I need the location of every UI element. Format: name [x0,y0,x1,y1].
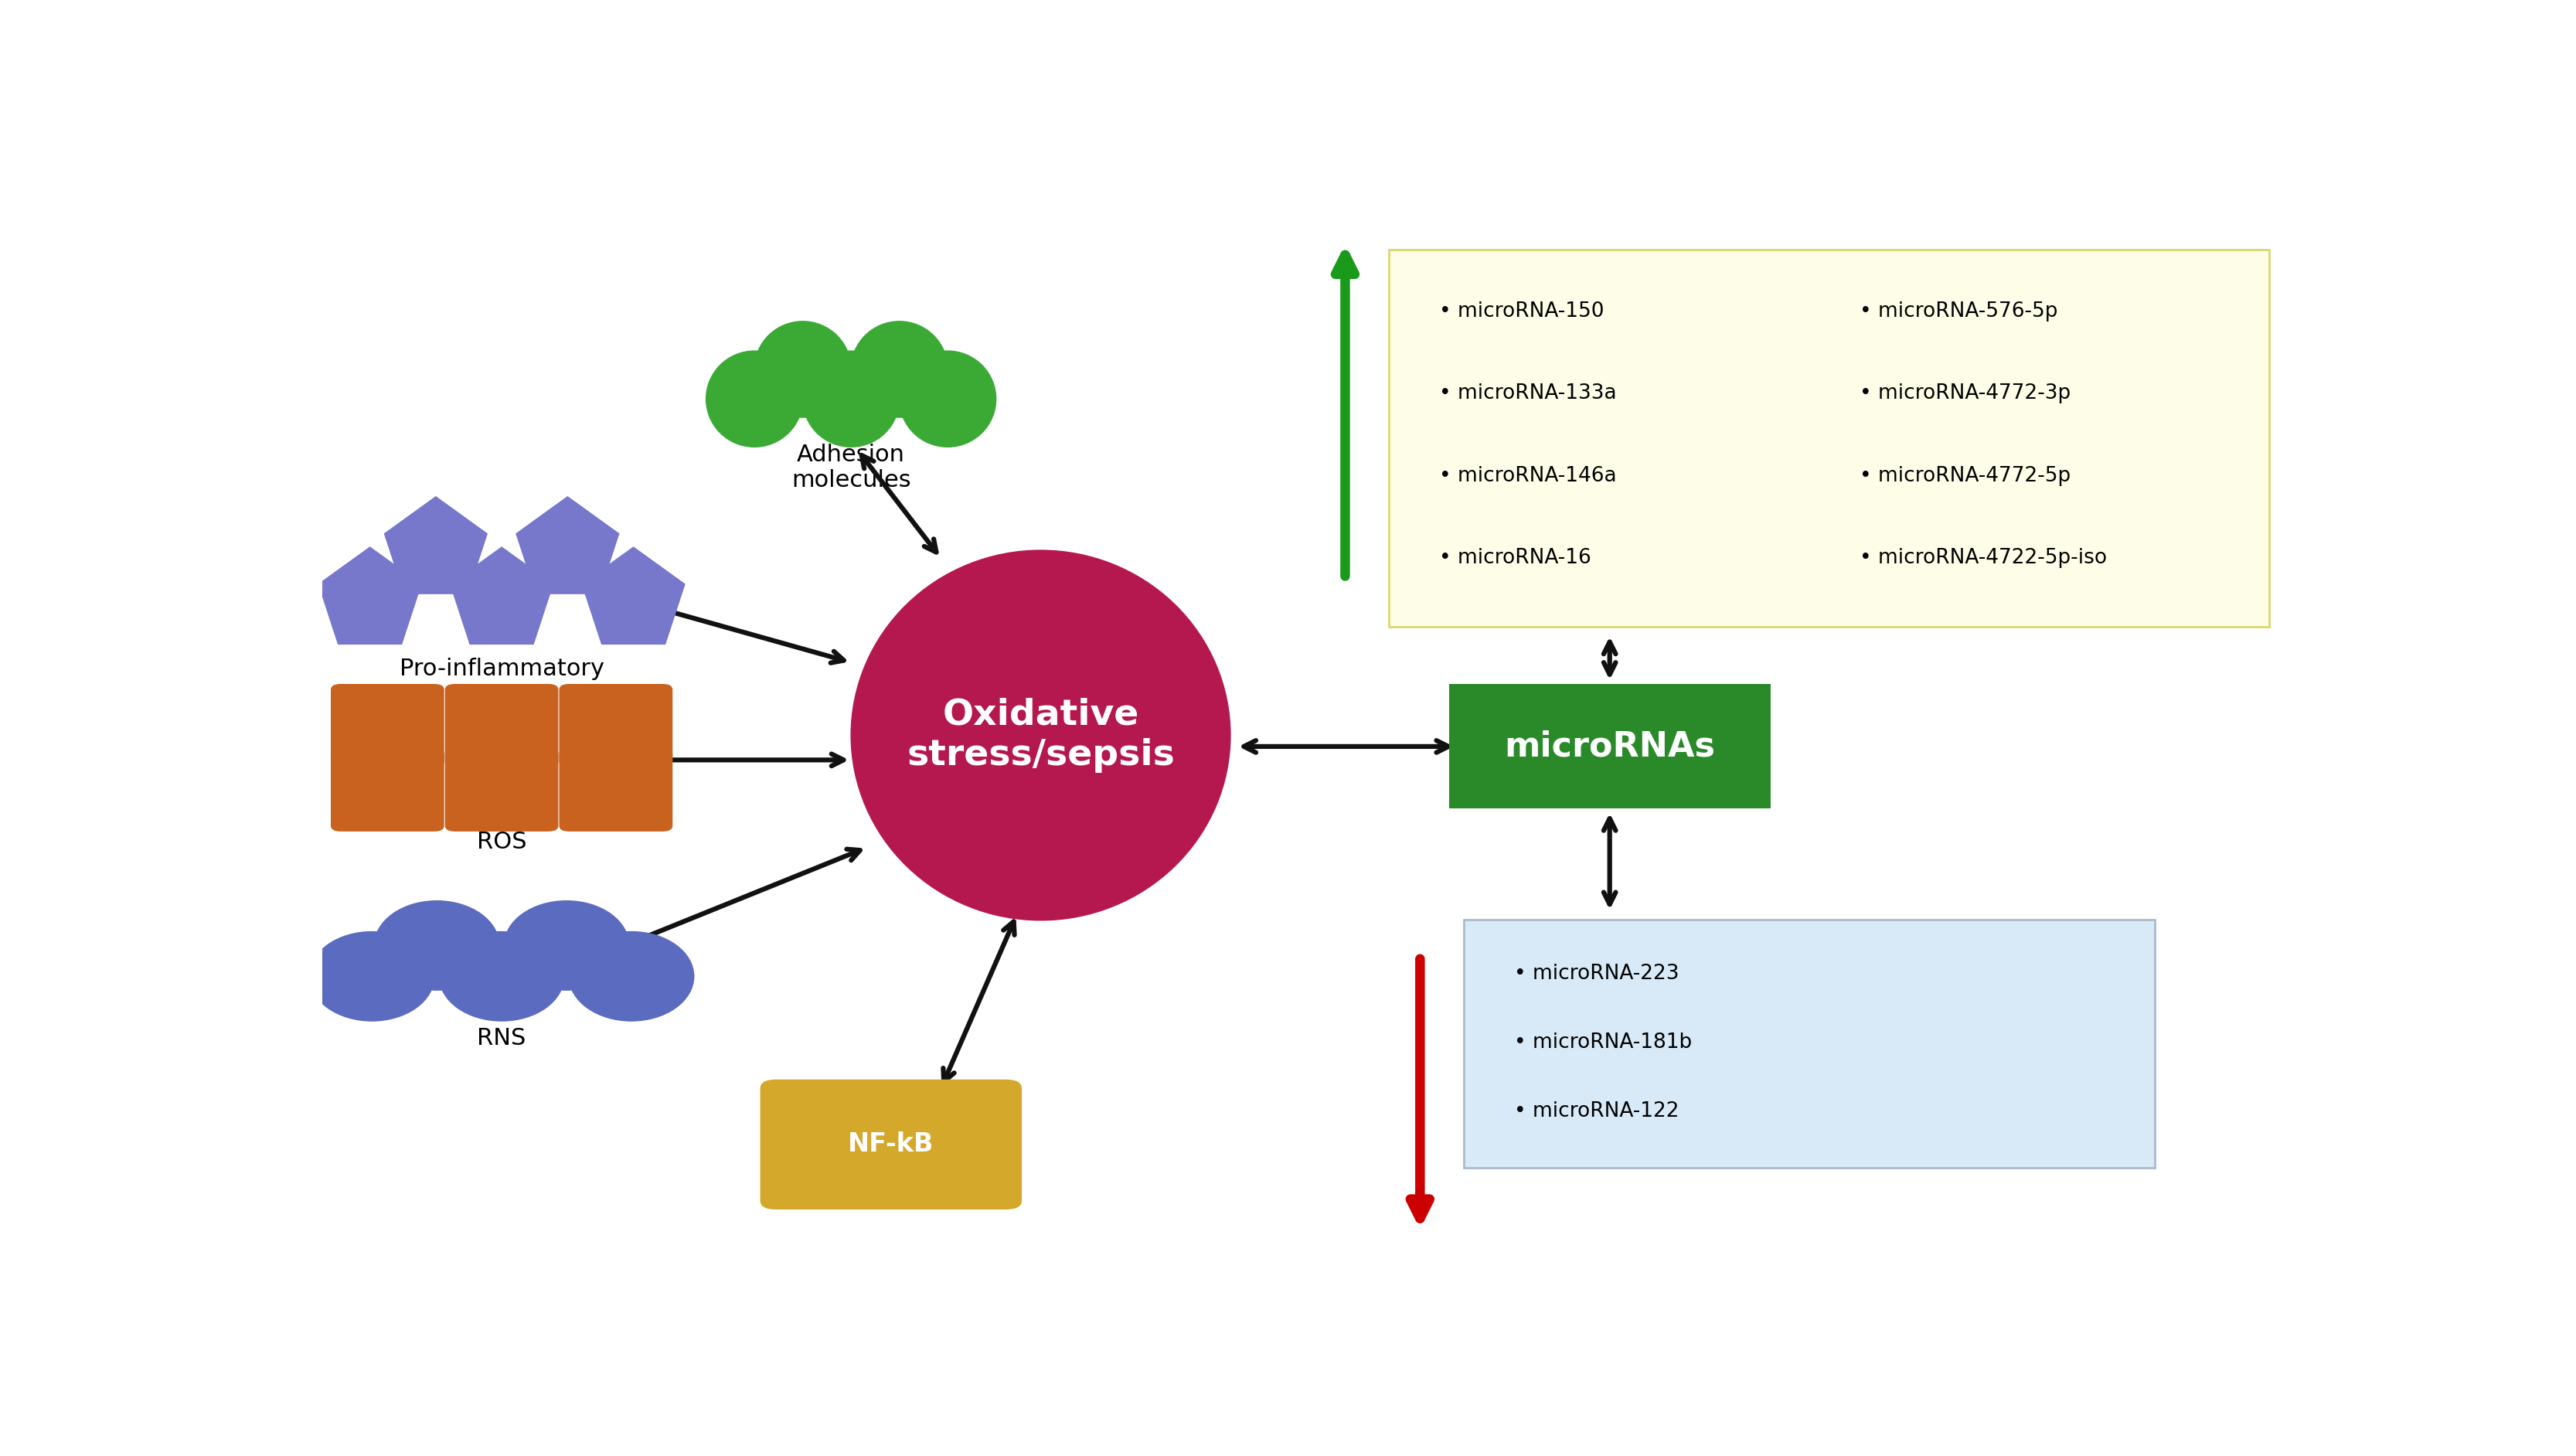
Ellipse shape [755,322,850,418]
Text: • microRNA-4772-5p: • microRNA-4772-5p [1860,466,2071,486]
Polygon shape [451,547,554,644]
FancyBboxPatch shape [1388,250,2269,626]
FancyBboxPatch shape [446,684,559,767]
Ellipse shape [309,932,435,1021]
Text: • microRNA-133a: • microRNA-133a [1440,384,1618,403]
Ellipse shape [505,901,629,990]
Ellipse shape [440,932,564,1021]
Ellipse shape [804,351,899,447]
Text: • microRNA-4722-5p-iso: • microRNA-4722-5p-iso [1860,547,2107,568]
Text: • microRNA-16: • microRNA-16 [1440,547,1592,568]
Polygon shape [384,496,487,594]
Ellipse shape [850,550,1231,920]
FancyBboxPatch shape [446,748,559,831]
Polygon shape [515,496,618,594]
Text: Pro-inflammatory
cytokines: Pro-inflammatory cytokines [399,658,605,706]
Ellipse shape [569,932,693,1021]
FancyBboxPatch shape [330,684,443,767]
FancyBboxPatch shape [1448,684,1770,808]
Text: microRNAs: microRNAs [1504,729,1716,763]
Text: • microRNA-150: • microRNA-150 [1440,301,1605,322]
Ellipse shape [899,351,997,447]
Text: • microRNA-4772-3p: • microRNA-4772-3p [1860,384,2071,403]
Text: • microRNA-146a: • microRNA-146a [1440,466,1618,486]
Text: • microRNA-223: • microRNA-223 [1515,964,1680,984]
Text: ROS: ROS [477,830,526,853]
Text: • microRNA-576-5p: • microRNA-576-5p [1860,301,2058,322]
Polygon shape [582,547,685,644]
Text: Adhesion
molecules: Adhesion molecules [791,443,912,492]
FancyBboxPatch shape [559,748,672,831]
Text: • microRNA-122: • microRNA-122 [1515,1101,1680,1121]
Polygon shape [319,547,422,644]
Text: RNS: RNS [477,1026,526,1050]
Ellipse shape [706,351,804,447]
Text: NF-kB: NF-kB [848,1131,935,1158]
FancyBboxPatch shape [559,684,672,767]
FancyBboxPatch shape [330,748,443,831]
Text: • microRNA-181b: • microRNA-181b [1515,1032,1692,1053]
Ellipse shape [374,901,500,990]
Ellipse shape [850,322,948,418]
Text: Oxidative
stress/sepsis: Oxidative stress/sepsis [907,697,1175,773]
FancyBboxPatch shape [1463,920,2154,1168]
FancyBboxPatch shape [760,1079,1023,1210]
